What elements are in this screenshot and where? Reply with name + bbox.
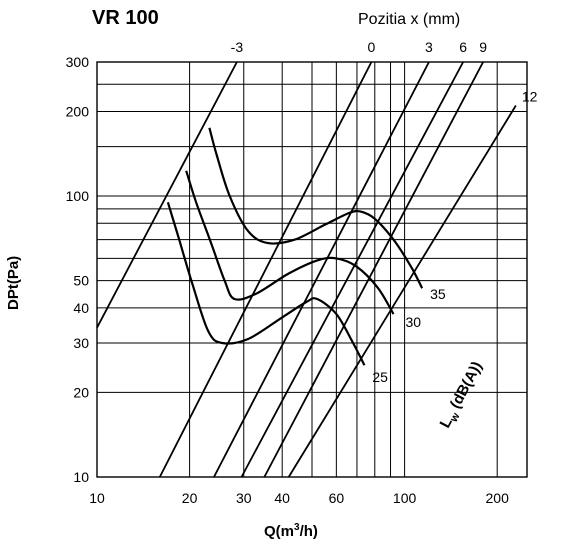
position-label: 0 [368,39,376,55]
position-axis-title: Pozitia x (mm) [358,11,460,28]
y-tick-label: 50 [73,273,89,289]
sound-curves [166,127,424,366]
sound-curve [208,127,424,289]
y-tick-label: 100 [66,188,90,204]
x-tick-label: 10 [89,490,105,506]
y-tick-label: 20 [73,384,89,400]
position-label: 6 [459,39,467,55]
x-tick-label: 30 [236,490,252,506]
y-tick-label: 10 [73,469,89,485]
position-label: 9 [479,39,487,55]
sound-curve [185,170,395,315]
position-line [240,61,464,478]
plot-frame [96,61,528,478]
sound-curve-label: 25 [372,369,388,385]
position-label: 3 [425,39,433,55]
x-tick-label: 100 [393,490,417,506]
grid-layer [97,62,527,477]
position-line [263,61,484,478]
y-tick-label: 300 [66,54,90,70]
chart-title: VR 100 [92,7,159,29]
y-tick-label: 30 [73,335,89,351]
y-tick-label: 200 [66,103,90,119]
position-label: 12 [522,89,538,105]
x-tick-label: 20 [182,490,198,506]
position-line [213,61,430,478]
position-line [287,105,517,478]
labels-layer: 10 20 30 40 60 100 200 10 20 30 40 50 100 200 300 -3 0 3 6… [66,39,538,506]
sound-curve-label: 35 [430,286,446,302]
y-tick-label: 40 [73,300,89,316]
x-tick-label: 60 [329,490,345,506]
sound-curve [166,201,366,366]
position-line [96,61,238,329]
position-label: -3 [231,39,244,55]
x-axis-title: Q(m3/h) [264,522,318,540]
position-line [158,61,373,478]
sound-curve-label: 30 [405,314,421,330]
position-lines [96,61,517,478]
x-tick-label: 200 [486,490,510,506]
y-axis-title: DPt(Pa) [5,256,22,310]
x-tick-label: 40 [274,490,290,506]
lw-axis-label: Lw (dB(A)) [437,359,489,433]
